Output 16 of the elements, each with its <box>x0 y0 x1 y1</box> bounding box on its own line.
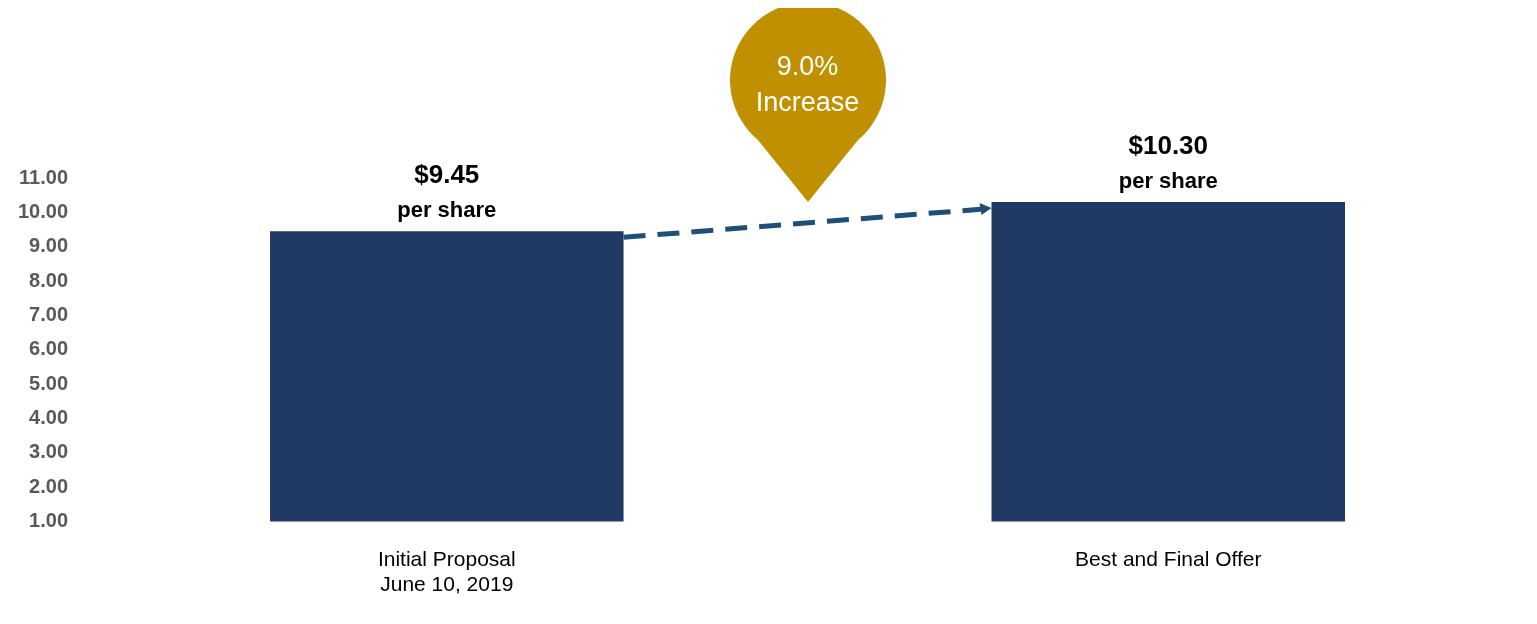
y-tick-label: 11.00 <box>19 165 69 188</box>
y-tick-label: 6.00 <box>29 337 69 360</box>
y-tick-label: 10.00 <box>17 199 69 222</box>
x-tick-label: Best and Final Offer <box>1075 547 1262 570</box>
y-tick-label: 3.00 <box>29 440 69 463</box>
y-tick-label: 9.00 <box>29 234 69 257</box>
y-tick-label: 2.00 <box>29 474 69 497</box>
y-tick-label: 8.00 <box>29 268 69 291</box>
data-label: $10.30 per share <box>1118 130 1218 194</box>
y-tick-label: 4.00 <box>29 406 69 429</box>
y-tick-label: 5.00 <box>29 371 69 394</box>
text: 9.0% Increase <box>754 50 861 119</box>
data-label: $9.45 per share <box>397 159 497 223</box>
y-tick-label: 7.00 <box>29 302 69 325</box>
x-tick-label: Initial Proposal June 10, 2019 <box>377 547 516 596</box>
y-tick-label: 1.00 <box>29 509 69 532</box>
